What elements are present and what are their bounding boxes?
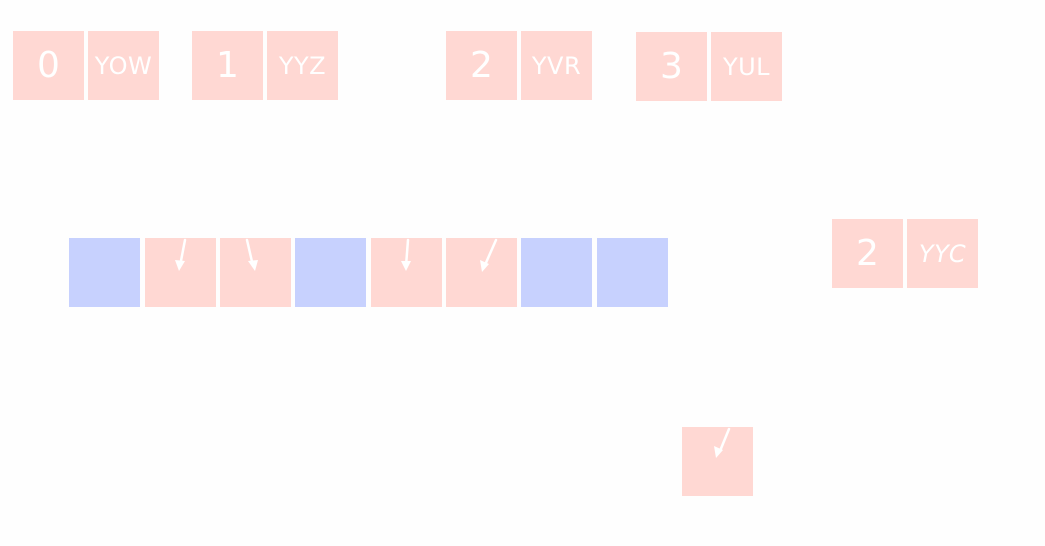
table-slot-5 [446, 238, 517, 307]
entry-0-index: 0 [13, 31, 84, 100]
pointer-arrow-icon [245, 238, 258, 271]
entry-3-index: 3 [636, 32, 707, 101]
table-slot-3 [295, 238, 366, 307]
entry-3-code: YUL [711, 32, 782, 101]
pointer-arrow-icon [480, 238, 498, 272]
new-entry-code: YYC [907, 219, 978, 288]
entry-2-index: 2 [446, 31, 517, 100]
pointer-arrow-icon [714, 427, 731, 458]
table-slot-7 [597, 238, 668, 307]
table-slot-1 [145, 238, 216, 307]
entry-1-index: 1 [192, 31, 263, 100]
entry-0-code: YOW [88, 31, 159, 100]
pointer-arrow-icon [175, 238, 187, 271]
new-entry-index: 2 [832, 219, 903, 288]
table-slot-6 [521, 238, 592, 307]
entry-2-code: YVR [521, 31, 592, 100]
table-slot-2 [220, 238, 291, 307]
new-pointer-cell [682, 427, 753, 496]
entry-1-code: YYZ [267, 31, 338, 100]
pointer-arrow-icon [401, 238, 411, 271]
table-slot-4 [371, 238, 442, 307]
table-slot-0 [69, 238, 140, 307]
